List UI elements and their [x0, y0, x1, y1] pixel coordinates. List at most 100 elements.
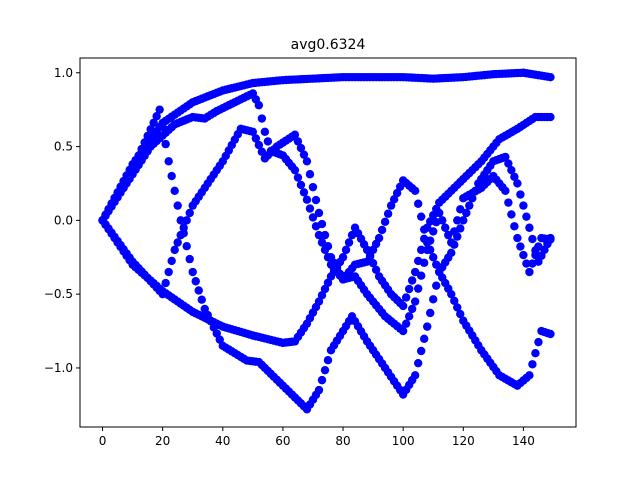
data-point: [510, 222, 519, 231]
data-point: [383, 209, 393, 218]
data-point: [519, 250, 528, 260]
data-point: [507, 165, 516, 175]
data-point: [173, 238, 182, 247]
data-point: [534, 242, 543, 251]
data-point: [416, 346, 426, 356]
data-point: [323, 253, 333, 262]
data-point: [182, 216, 191, 225]
data-point: [161, 139, 170, 149]
data-point: [140, 138, 149, 147]
data-point: [404, 312, 414, 321]
data-point: [389, 195, 399, 204]
data-point: [410, 371, 420, 380]
data-point: [161, 278, 170, 288]
data-point: [423, 238, 432, 247]
data-point: [185, 254, 194, 264]
x-tick-label: 60: [275, 434, 290, 448]
data-point: [314, 385, 324, 395]
data-point: [419, 334, 429, 344]
data-point: [423, 322, 432, 331]
data-point: [299, 188, 309, 197]
data-point: [407, 276, 417, 285]
data-point: [429, 253, 438, 262]
data-point: [513, 233, 522, 243]
data-point: [413, 284, 423, 293]
data-point: [323, 278, 333, 287]
data-point: [290, 130, 300, 139]
data-point: [516, 242, 525, 251]
data-point: [320, 230, 330, 240]
x-tick-label: 80: [335, 434, 350, 448]
data-point: [447, 289, 456, 299]
data-point: [371, 265, 381, 275]
data-point: [450, 227, 459, 236]
data-point: [374, 233, 384, 243]
data-point: [413, 199, 423, 208]
y-tick-label: 0.0: [54, 213, 73, 227]
x-tick-label: 120: [452, 434, 475, 448]
data-point: [164, 267, 173, 277]
y-tick-label: −0.5: [44, 287, 73, 301]
data-point: [456, 309, 465, 319]
data-point: [149, 118, 158, 127]
data-point: [528, 259, 537, 268]
data-point: [513, 179, 522, 188]
data-point: [377, 225, 387, 235]
data-point: [143, 131, 152, 141]
data-point: [398, 326, 408, 336]
data-point: [429, 227, 438, 236]
data-point: [311, 222, 321, 231]
data-point: [525, 223, 534, 232]
data-point: [447, 248, 456, 258]
data-point: [444, 230, 453, 240]
data-point: [254, 140, 264, 150]
data-point: [299, 150, 309, 159]
data-point: [341, 245, 351, 255]
data-point: [344, 238, 354, 247]
data-point: [426, 245, 435, 255]
data-point: [164, 157, 173, 166]
data-point: [429, 295, 438, 304]
data-point: [314, 208, 324, 218]
data-point: [308, 213, 318, 222]
data-point: [320, 245, 330, 255]
data-point: [302, 157, 312, 166]
data-point: [410, 297, 420, 306]
data-point: [426, 308, 435, 318]
data-point: [293, 137, 303, 146]
data-point: [416, 271, 426, 280]
data-point: [501, 186, 510, 196]
data-point: [338, 253, 348, 262]
data-point: [293, 173, 303, 182]
y-tick-label: 0.5: [54, 140, 73, 154]
data-point: [317, 291, 327, 300]
data-point: [531, 349, 540, 358]
data-point: [305, 170, 315, 179]
data-point: [251, 134, 261, 143]
data-point: [320, 284, 330, 294]
y-tick-label: 1.0: [54, 66, 73, 80]
data-point: [546, 235, 555, 244]
data-point: [534, 337, 543, 347]
data-point: [173, 201, 182, 210]
data-point: [429, 210, 438, 220]
data-point: [167, 256, 176, 266]
data-point: [501, 152, 510, 162]
data-point: [257, 147, 267, 156]
data-point: [305, 204, 315, 213]
data-point: [182, 241, 191, 251]
data-point: [248, 127, 258, 136]
data-point: [260, 127, 270, 136]
data-point: [438, 216, 447, 225]
data-points: [98, 68, 555, 414]
data-point: [401, 293, 411, 302]
data-point: [525, 371, 534, 380]
data-point: [504, 198, 513, 207]
data-point: [441, 223, 450, 232]
data-point: [407, 304, 417, 314]
data-point: [522, 259, 531, 268]
data-point: [432, 260, 441, 269]
data-point: [416, 245, 426, 255]
data-point: [179, 223, 188, 232]
data-point: [528, 234, 537, 244]
